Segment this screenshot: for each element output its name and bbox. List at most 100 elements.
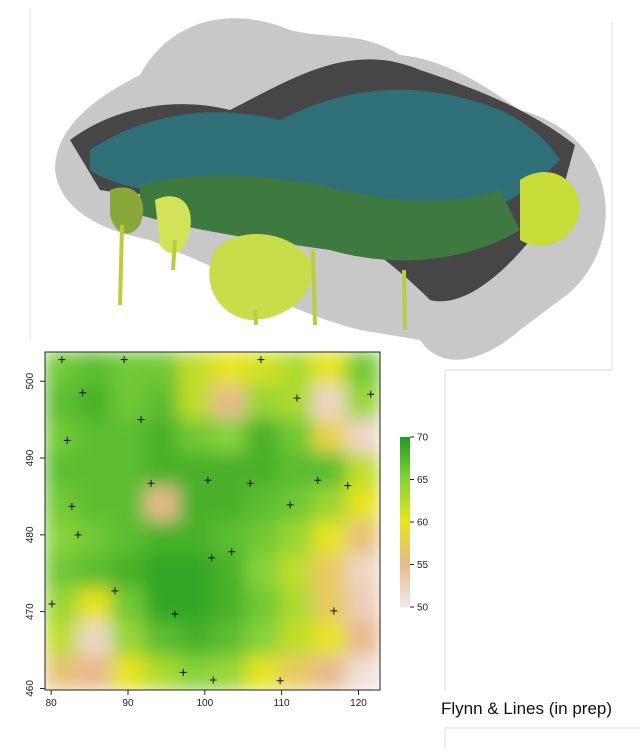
raster-cell bbox=[112, 656, 147, 691]
colorbar-tick-label: 50 bbox=[417, 603, 429, 614]
raster-cell bbox=[179, 521, 214, 556]
raster-cell bbox=[212, 419, 247, 454]
raster-cell bbox=[346, 554, 381, 589]
raster-cell bbox=[279, 385, 314, 420]
raster-cell bbox=[346, 453, 381, 488]
raster-cell bbox=[246, 521, 281, 556]
raster-cell bbox=[112, 487, 147, 522]
raster-cell bbox=[313, 521, 348, 556]
raster-cell bbox=[179, 588, 214, 623]
raster-cell bbox=[313, 622, 348, 657]
y-tick-label: 490 bbox=[25, 449, 36, 466]
raster-cell bbox=[179, 419, 214, 454]
raster-cell bbox=[346, 352, 381, 387]
raster-cell bbox=[45, 487, 80, 522]
raster-cell bbox=[212, 554, 247, 589]
raster-cell bbox=[45, 554, 80, 589]
raster-cell bbox=[246, 588, 281, 623]
raster-cell bbox=[179, 622, 214, 657]
raster-cell bbox=[279, 521, 314, 556]
raster-cell bbox=[212, 487, 247, 522]
raster-cell bbox=[279, 352, 314, 387]
raster-cell bbox=[246, 487, 281, 522]
raster-cell bbox=[279, 622, 314, 657]
raster-cell bbox=[313, 554, 348, 589]
raster bbox=[45, 352, 381, 691]
raster-cell bbox=[279, 487, 314, 522]
x-tick-label: 90 bbox=[122, 698, 134, 709]
y-tick-label: 480 bbox=[25, 526, 36, 543]
raster-cell bbox=[279, 588, 314, 623]
raster-cell bbox=[78, 352, 113, 387]
raster-cell bbox=[145, 554, 180, 589]
raster-cell bbox=[212, 521, 247, 556]
raster-cell bbox=[145, 588, 180, 623]
raster-cell bbox=[212, 385, 247, 420]
raster-cell bbox=[145, 385, 180, 420]
raster-cell bbox=[313, 487, 348, 522]
raster-cell bbox=[78, 656, 113, 691]
point-cloud bbox=[55, 18, 606, 359]
raster-cell bbox=[145, 419, 180, 454]
raster-cell bbox=[112, 588, 147, 623]
raster-cell bbox=[45, 588, 80, 623]
raster-cell bbox=[145, 453, 180, 488]
raster-cell bbox=[78, 622, 113, 657]
raster-cell bbox=[145, 622, 180, 657]
raster-cell bbox=[145, 521, 180, 556]
credit: Flynn & Lines (in prep) bbox=[441, 699, 612, 718]
raster-cell bbox=[346, 656, 381, 691]
raster-cell bbox=[212, 453, 247, 488]
x-tick-label: 120 bbox=[350, 698, 367, 709]
raster-cell bbox=[179, 352, 214, 387]
raster-cell bbox=[78, 487, 113, 522]
raster-cell bbox=[45, 622, 80, 657]
raster-cell bbox=[145, 352, 180, 387]
raster-cell bbox=[346, 622, 381, 657]
raster-cell bbox=[179, 554, 214, 589]
y-tick-label: 460 bbox=[25, 680, 36, 697]
raster-cells bbox=[45, 352, 381, 691]
raster-cell bbox=[45, 419, 80, 454]
raster-cell bbox=[313, 385, 348, 420]
raster-cell bbox=[45, 521, 80, 556]
page: 80901001101204604704804905005055606570 F… bbox=[0, 0, 641, 749]
x-tick-label: 80 bbox=[46, 698, 58, 709]
raster-cell bbox=[179, 487, 214, 522]
raster-cell bbox=[78, 419, 113, 454]
raster-cell bbox=[112, 521, 147, 556]
raster-cell bbox=[279, 419, 314, 454]
raster-cell bbox=[212, 352, 247, 387]
raster-cell bbox=[246, 554, 281, 589]
raster-cell bbox=[279, 453, 314, 488]
raster-cell bbox=[112, 385, 147, 420]
raster-cell bbox=[78, 554, 113, 589]
raster-cell bbox=[78, 453, 113, 488]
raster-cell bbox=[78, 588, 113, 623]
raster-cell bbox=[279, 656, 314, 691]
raster-cell bbox=[145, 656, 180, 691]
colorbar-tick-label: 65 bbox=[417, 475, 429, 486]
raster-cell bbox=[179, 385, 214, 420]
raster-cell bbox=[246, 419, 281, 454]
raster-cell bbox=[246, 656, 281, 691]
raster-cell bbox=[112, 622, 147, 657]
colorbar-tick-label: 55 bbox=[417, 560, 429, 571]
raster-cell bbox=[112, 554, 147, 589]
raster-cell bbox=[346, 487, 381, 522]
raster-cell bbox=[112, 453, 147, 488]
raster-cell bbox=[212, 588, 247, 623]
raster-cell bbox=[346, 419, 381, 454]
raster-cell bbox=[313, 588, 348, 623]
raster-cell bbox=[313, 656, 348, 691]
raster-cell bbox=[246, 385, 281, 420]
raster-cell bbox=[78, 385, 113, 420]
x-tick-label: 100 bbox=[196, 698, 213, 709]
raster-cell bbox=[212, 622, 247, 657]
y-tick-label: 500 bbox=[25, 372, 36, 389]
raster-cell bbox=[45, 385, 80, 420]
raster-cell bbox=[346, 521, 381, 556]
raster-cell bbox=[346, 588, 381, 623]
colorbar-tick-label: 60 bbox=[417, 518, 429, 529]
raster-cell bbox=[145, 487, 180, 522]
